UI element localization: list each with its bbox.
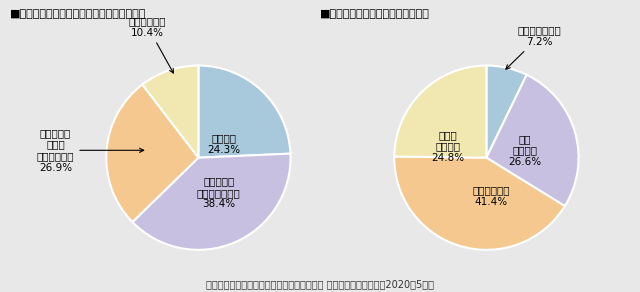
Text: 出典：公益財団法人日本生産性本部「第１回 働く人の意識調査」（2020年5月）: 出典：公益財団法人日本生産性本部「第１回 働く人の意識調査」（2020年5月） (206, 279, 434, 289)
Text: どちらかと
言えば
そう思わない
26.9%: どちらかと 言えば そう思わない 26.9% (37, 128, 144, 173)
Wedge shape (142, 65, 198, 158)
Text: 効率は
下がった
24.8%: 効率は 下がった 24.8% (431, 130, 464, 163)
Text: 効率が上がった
7.2%: 効率が上がった 7.2% (506, 25, 562, 69)
Wedge shape (394, 157, 565, 250)
Text: ■コロナ禍収束後もテレワークを行いたいか: ■コロナ禍収束後もテレワークを行いたいか (10, 9, 146, 19)
Text: そう思わない
10.4%: そう思わない 10.4% (129, 16, 173, 73)
Wedge shape (394, 65, 486, 158)
Wedge shape (486, 75, 579, 206)
Wedge shape (106, 84, 198, 222)
Text: やや
上がった
26.6%: やや 上がった 26.6% (509, 134, 541, 167)
Text: ■自宅での勤務で効率が上がったか: ■自宅での勤務で効率が上がったか (320, 9, 430, 19)
Wedge shape (198, 65, 291, 158)
Text: やや下がった
41.4%: やや下がった 41.4% (472, 186, 509, 207)
Text: どちらかと
言えばそう思う
38.4%: どちらかと 言えばそう思う 38.4% (197, 176, 241, 209)
Wedge shape (132, 154, 291, 250)
Wedge shape (486, 65, 527, 158)
Text: そう思う
24.3%: そう思う 24.3% (207, 133, 241, 155)
